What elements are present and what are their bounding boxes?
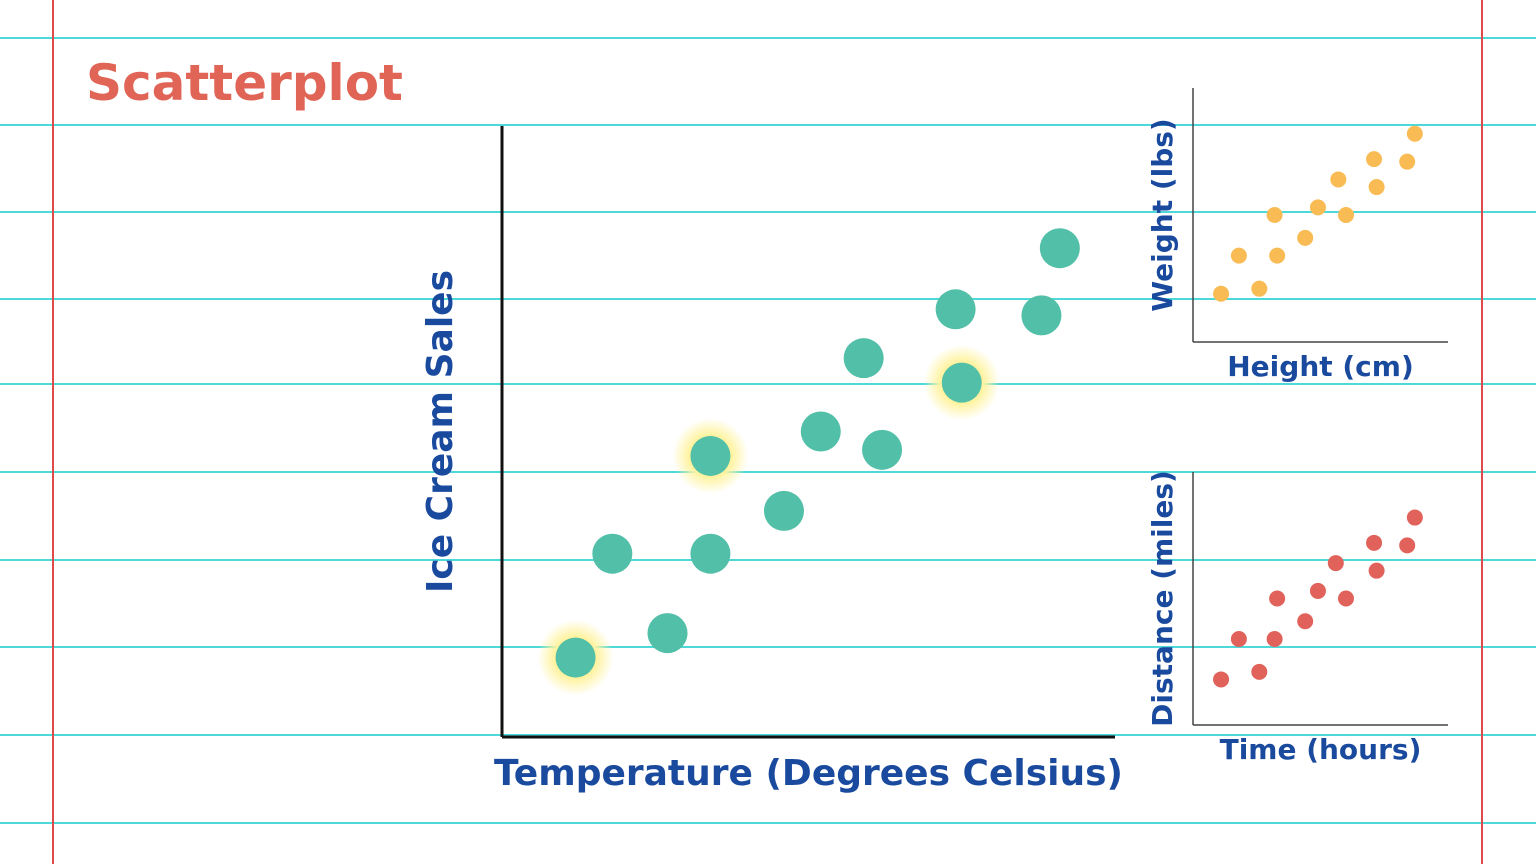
- point: [555, 637, 596, 678]
- point: [1269, 590, 1286, 607]
- point: [1266, 630, 1283, 647]
- point: [1366, 534, 1383, 551]
- x-axis-label: Temperature (Degrees Celsius): [494, 753, 1123, 794]
- point: [1338, 207, 1354, 223]
- point: [690, 435, 731, 476]
- margin-lines: [52, 0, 1483, 864]
- point: [1368, 562, 1385, 579]
- point: [1297, 613, 1314, 630]
- point: [1251, 663, 1268, 680]
- point: [1327, 555, 1344, 572]
- point: [1021, 295, 1062, 336]
- point: [1330, 171, 1347, 188]
- point: [1406, 509, 1423, 526]
- point: [1399, 537, 1416, 554]
- y-axis-label: Distance (miles): [1146, 470, 1179, 727]
- y-axis-label: Weight (lbs): [1146, 118, 1179, 311]
- point: [1366, 151, 1383, 168]
- y-axis-label: Ice Cream Sales: [420, 270, 461, 593]
- point: [647, 613, 688, 654]
- point: [592, 533, 633, 574]
- point: [1251, 280, 1268, 297]
- point: [941, 362, 982, 403]
- x-axis-label: Height (cm): [1227, 350, 1414, 383]
- point: [1399, 153, 1416, 170]
- point: [763, 490, 804, 531]
- point: [1309, 582, 1326, 599]
- point: [1406, 125, 1423, 142]
- point: [1338, 590, 1354, 607]
- point: [1309, 199, 1326, 216]
- ruled-lines: [0, 37, 1536, 824]
- point: [862, 429, 903, 470]
- point: [690, 533, 731, 574]
- point: [935, 289, 976, 330]
- point: [843, 338, 884, 379]
- x-axis-label: Time (hours): [1220, 733, 1422, 766]
- point: [1297, 229, 1314, 246]
- point: [800, 411, 841, 452]
- point: [1213, 285, 1230, 302]
- point: [1230, 247, 1247, 264]
- point: [1213, 671, 1230, 688]
- point: [1368, 179, 1385, 196]
- point: [1230, 630, 1247, 647]
- point: [1039, 228, 1080, 269]
- point: [1269, 247, 1286, 264]
- page-title: Scatterplot: [86, 54, 403, 112]
- point: [1266, 207, 1283, 223]
